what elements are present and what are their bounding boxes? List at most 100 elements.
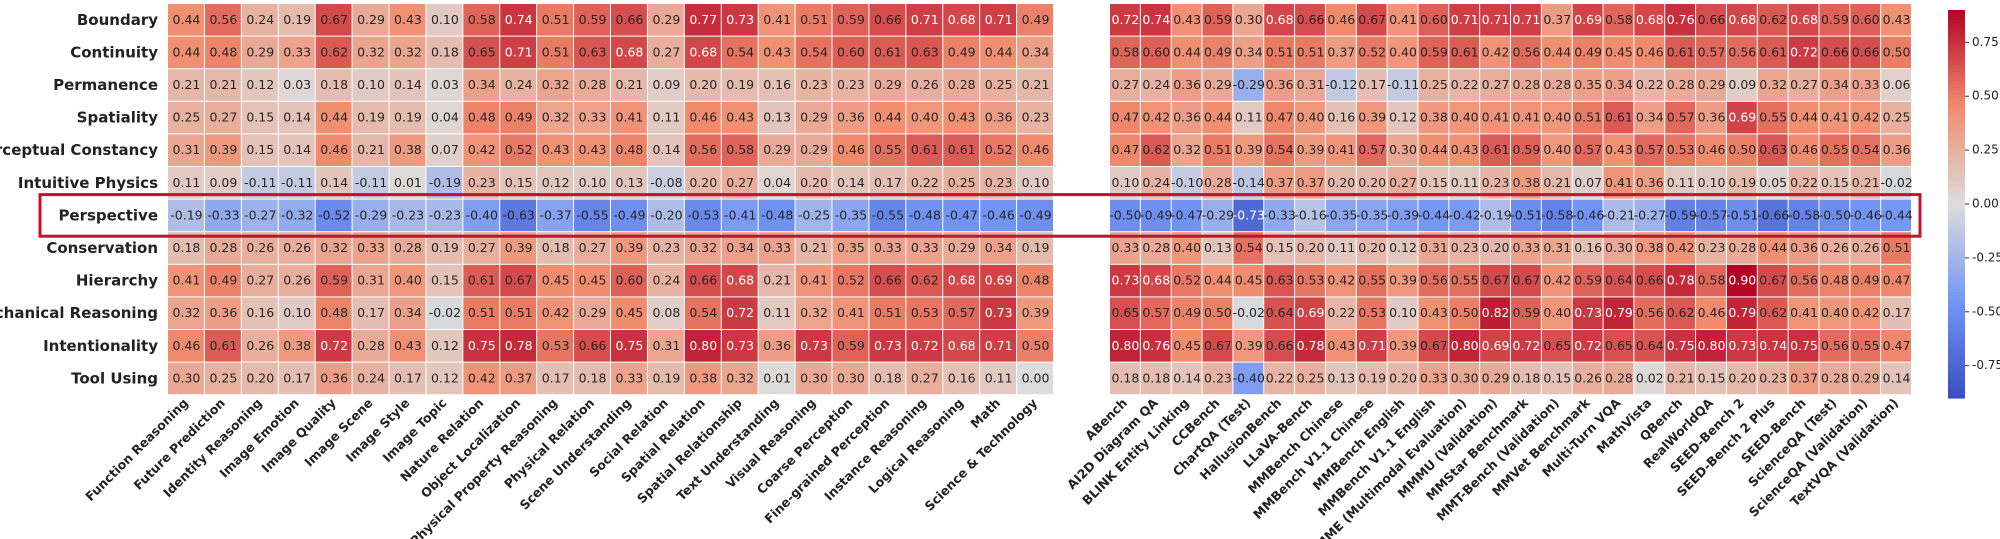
colorbar-segment: [1948, 181, 1965, 186]
colorbar-segment: [1948, 42, 1965, 47]
colorbar-segment: [1948, 317, 1965, 321]
heatmap-cell: [684, 36, 721, 69]
heatmap-cell: [574, 330, 610, 362]
cell-label: 0.26: [283, 240, 311, 255]
cell-label: 0.61: [1667, 44, 1695, 59]
heatmap-cell: [1634, 36, 1665, 69]
cell-label: 0.62: [1759, 305, 1787, 320]
cell-label: 0.23: [468, 175, 496, 190]
cell-label: 0.19: [1022, 240, 1050, 255]
cell-label: 0.29: [948, 240, 976, 255]
cell-label: 0.36: [985, 110, 1013, 125]
cell-label: -0.50: [1109, 207, 1141, 222]
colorbar-segment: [1948, 378, 1965, 383]
heatmap-cell: [1264, 199, 1295, 232]
cell-label: 0.79: [1605, 305, 1633, 320]
heatmap-cell: [1264, 330, 1295, 362]
cell-label: 0.53: [542, 338, 570, 353]
cell-label: 0.43: [1173, 12, 1201, 27]
colorbar-segment: [1948, 103, 1965, 108]
heatmap-cell: [537, 69, 574, 101]
row-label: Hierarchy: [76, 272, 158, 290]
heatmap-cell: [1387, 36, 1418, 69]
heatmap-cell: [906, 4, 943, 36]
cell-label: 0.73: [1112, 273, 1140, 288]
heatmap-cell: [537, 199, 574, 232]
cell-label: -0.08: [650, 175, 682, 190]
heatmap-cell: [1325, 199, 1356, 232]
colorbar-segment: [1948, 61, 1965, 66]
cell-label: 0.36: [209, 305, 237, 320]
cell-label: 0.20: [1297, 240, 1325, 255]
heatmap-cell: [1881, 4, 1911, 36]
heatmap-cell: [1418, 199, 1449, 232]
cell-label: -0.47: [1171, 207, 1203, 222]
cell-label: -0.51: [1510, 207, 1542, 222]
heatmap-cell: [1140, 101, 1171, 134]
heatmap-cell: [241, 330, 278, 362]
heatmap-cell: [1017, 134, 1053, 166]
cell-label: 0.65: [1112, 305, 1140, 320]
cell-label: 0.67: [1420, 338, 1448, 353]
cell-label: 0.28: [1667, 77, 1695, 92]
cell-label: 0.34: [726, 240, 754, 255]
cell-label: 0.18: [173, 240, 201, 255]
cell-label: 0.82: [1482, 305, 1510, 320]
heatmap-cell: [1634, 330, 1665, 362]
cell-label: 0.22: [911, 175, 939, 190]
heatmap-cell: [906, 330, 943, 362]
cell-label: 0.51: [505, 305, 533, 320]
heatmap-cell: [1726, 297, 1757, 329]
cell-label: 0.46: [173, 338, 201, 353]
heatmap-cell: [1881, 69, 1911, 101]
cell-label: 0.40: [1543, 142, 1571, 157]
heatmap-cell: [574, 69, 610, 101]
cell-label: 0.24: [246, 12, 274, 27]
cell-label: 0.11: [1667, 175, 1695, 190]
cell-label: 0.52: [505, 142, 533, 157]
heatmap-cell: [1480, 69, 1510, 101]
cell-label: 0.10: [1112, 175, 1140, 190]
cell-label: 0.66: [1266, 338, 1294, 353]
cell-label: -0.35: [835, 207, 867, 222]
cell-label: 0.61: [1605, 110, 1633, 125]
heatmap-cell: [463, 330, 500, 362]
colorbar-tick-label: 0.25: [1972, 143, 1999, 157]
heatmap-cell: [1603, 4, 1634, 36]
cell-label: 0.48: [1022, 273, 1050, 288]
cell-label: -0.53: [687, 207, 719, 222]
cell-label: 0.03: [431, 77, 459, 92]
heatmap-cell: [389, 199, 426, 232]
heatmap-cell: [500, 69, 537, 101]
heatmap-cell: [352, 36, 389, 69]
cell-label: 0.56: [1790, 273, 1818, 288]
heatmap-cell: [611, 330, 647, 362]
colorbar-segment: [1948, 349, 1965, 354]
cell-label: 0.43: [394, 12, 422, 27]
heatmap-cell: [389, 297, 426, 329]
colorbar-segment: [1948, 200, 1965, 205]
heatmap-cell: [832, 134, 869, 166]
heatmap-cell: [1726, 199, 1757, 232]
colorbar-segment: [1948, 388, 1965, 393]
heatmap-cell: [684, 330, 721, 362]
cell-label: 0.20: [246, 370, 274, 385]
heatmap-cell: [204, 4, 241, 36]
heatmap-cell: [389, 362, 426, 395]
cell-label: 0.68: [689, 44, 717, 59]
cell-label: 0.01: [763, 370, 791, 385]
cell-label: 0.22: [1451, 77, 1479, 92]
cell-label: 0.55: [1852, 338, 1880, 353]
colorbar-segment: [1948, 258, 1965, 263]
cell-label: 0.25: [209, 370, 237, 385]
cell-label: 0.42: [542, 305, 570, 320]
heatmap-cell: [168, 69, 204, 101]
cell-label: 0.63: [1759, 142, 1787, 157]
heatmap-cell: [1541, 36, 1572, 69]
heatmap-cell: [1603, 264, 1634, 297]
cell-label: 0.32: [394, 44, 422, 59]
heatmap-cell: [241, 4, 278, 36]
heatmap-cell: [1788, 36, 1819, 69]
cell-label: 0.00: [1022, 370, 1050, 385]
